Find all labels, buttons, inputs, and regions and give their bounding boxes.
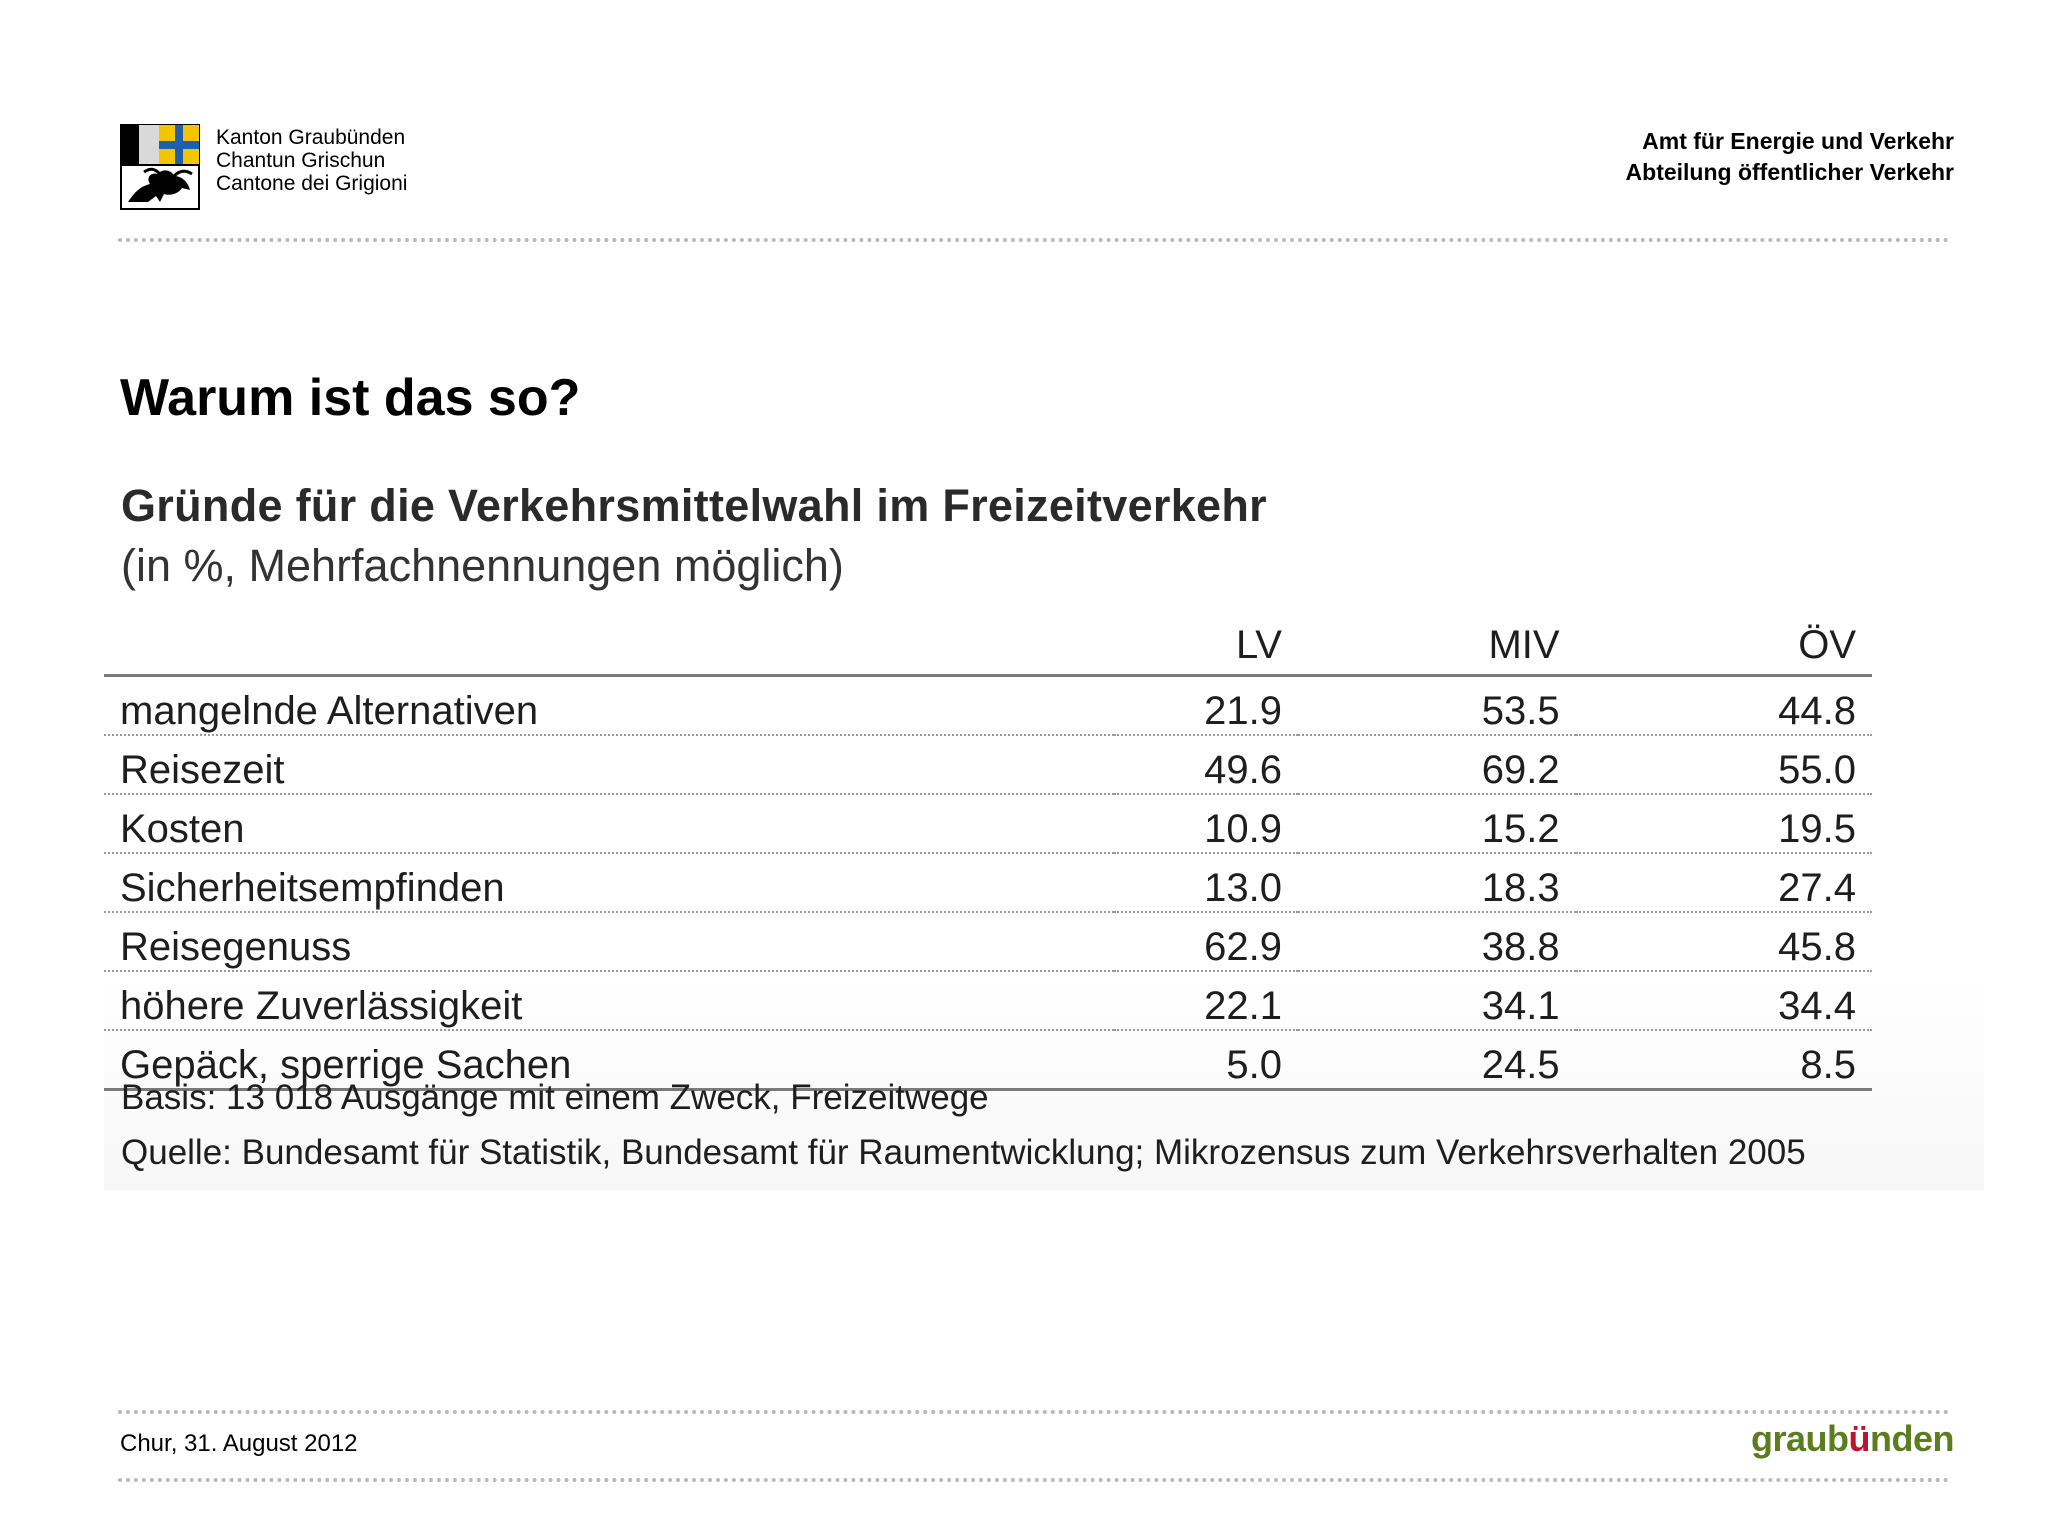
cell-ov: 44.8 (1575, 675, 1872, 736)
cell-miv: 24.5 (1297, 1030, 1576, 1091)
table-subtitle: (in %, Mehrfachnennungen möglich) (121, 540, 844, 591)
table-row: höhere Zuverlässigkeit 22.1 34.1 34.4 (104, 971, 1872, 1031)
cell-miv: 18.3 (1297, 853, 1576, 913)
footer-divider-top (118, 1410, 1950, 1414)
cell-ov: 19.5 (1575, 794, 1872, 854)
transport-reasons-table: LV MIV ÖV mangelnde Alternativen 21.9 53… (104, 618, 1872, 1091)
cell-miv: 53.5 (1297, 675, 1576, 736)
row-label: Sicherheitsempfinden (104, 853, 1115, 913)
footer-divider-bottom (118, 1478, 1950, 1482)
row-label: Reisegenuss (104, 912, 1115, 972)
cell-miv: 34.1 (1297, 971, 1576, 1031)
column-header-miv: MIV (1488, 623, 1560, 667)
graubuenden-brand-logo: graubünden (1750, 1418, 1955, 1460)
table-basis-note: Basis: 13 018 Ausgänge mit einem Zweck, … (121, 1078, 989, 1117)
cell-lv: 13.0 (1114, 853, 1298, 913)
table-header-row: LV MIV ÖV (104, 618, 1872, 676)
cell-miv: 69.2 (1297, 735, 1576, 795)
column-header-label (104, 618, 1114, 676)
cell-lv: 5.0 (1114, 1030, 1298, 1091)
cell-ov: 34.4 (1575, 971, 1872, 1031)
column-header-ov: ÖV (1798, 623, 1856, 667)
cell-miv: 15.2 (1297, 794, 1576, 854)
slide-title: Warum ist das so? (120, 369, 581, 427)
table-source-note: Quelle: Bundesamt für Statistik, Bundesa… (121, 1133, 1806, 1172)
cell-lv: 22.1 (1114, 971, 1298, 1031)
row-label: höhere Zuverlässigkeit (104, 971, 1115, 1031)
canton-name-block: Kanton Graubünden Chantun Grischun Canto… (216, 126, 407, 195)
table-row: mangelnde Alternativen 21.9 53.5 44.8 (104, 675, 1872, 736)
header-divider (118, 238, 1950, 242)
row-label: Reisezeit (104, 735, 1115, 795)
cell-lv: 10.9 (1114, 794, 1298, 854)
cell-miv: 38.8 (1297, 912, 1576, 972)
canton-coat-of-arms-logo (120, 124, 200, 210)
column-header-lv: LV (1236, 623, 1282, 667)
brand-text-mid: ü (1848, 1418, 1871, 1459)
table-title: Gründe für die Verkehrsmittelwahl im Fre… (121, 480, 1267, 531)
cell-ov: 55.0 (1575, 735, 1872, 795)
cell-lv: 62.9 (1114, 912, 1298, 972)
cell-ov: 45.8 (1575, 912, 1872, 972)
cell-ov: 27.4 (1575, 853, 1872, 913)
table-row: Kosten 10.9 15.2 19.5 (104, 794, 1872, 854)
division-name: Abteilung öffentlicher Verkehr (1625, 159, 1954, 185)
brand-text-end: nden (1870, 1418, 1955, 1459)
brand-text-start: graub (1750, 1418, 1849, 1459)
canton-name-it: Cantone dei Grigioni (216, 172, 408, 195)
row-label: Kosten (104, 794, 1115, 854)
canton-name-rm: Chantun Grischun (216, 149, 386, 172)
footer-date: Chur, 31. August 2012 (120, 1430, 358, 1457)
table-row: Gepäck, sperrige Sachen 5.0 24.5 8.5 (104, 1030, 1872, 1091)
cell-ov: 8.5 (1575, 1030, 1872, 1091)
table-row: Reisezeit 49.6 69.2 55.0 (104, 735, 1872, 795)
canton-name-de: Kanton Graubünden (216, 126, 406, 149)
row-label: mangelnde Alternativen (104, 675, 1115, 736)
row-label: Gepäck, sperrige Sachen (104, 1030, 1115, 1091)
cell-lv: 21.9 (1114, 675, 1298, 736)
cell-lv: 49.6 (1114, 735, 1298, 795)
department-block: Amt für Energie und Verkehr Abteilung öf… (1626, 126, 1954, 188)
office-name: Amt für Energie und Verkehr (1642, 128, 1954, 154)
table-row: Sicherheitsempfinden 13.0 18.3 27.4 (104, 853, 1872, 913)
table-row: Reisegenuss 62.9 38.8 45.8 (104, 912, 1872, 972)
